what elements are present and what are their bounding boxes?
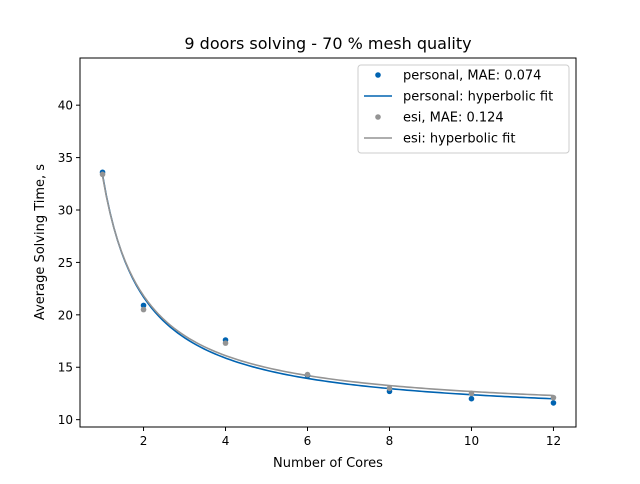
chart-title: 9 doors solving - 70 % mesh quality [184,34,471,53]
legend-label: personal: hyperbolic fit [403,90,553,105]
data-point-series-1 [550,400,557,406]
data-point-series-1 [468,395,475,402]
x-tick-label: 12 [546,434,561,448]
plot-area [99,169,557,406]
y-tick-label: 35 [58,151,73,165]
x-tick-label: 10 [464,434,479,448]
legend-label: esi, MAE: 0.124 [403,111,504,126]
legend: personal, MAE: 0.074 personal: hyperbolic… [357,64,570,154]
data-point-series-2 [304,371,311,378]
y-tick-label: 10 [58,413,73,427]
data-point-series-2 [222,340,229,346]
legend-marker [375,114,381,120]
y-tick-label: 15 [58,361,73,375]
fit-line-2 [101,175,554,397]
axis-ticks: 2 4 6 8 10 12 10 15 20 25 30 35 40 [58,99,561,448]
data-point-series-2 [550,394,557,401]
legend-box [357,64,570,154]
y-tick-label: 30 [58,204,73,218]
x-tick-label: 4 [222,434,230,448]
y-axis-label: Average Solving Time, s [33,164,48,320]
x-axis-label: Number of Cores [273,456,383,471]
axes-frame [79,57,577,428]
x-tick-label: 6 [304,434,312,448]
data-point-series-2 [468,390,475,397]
fit-line-1 [101,174,554,400]
x-tick-label: 8 [386,434,394,448]
data-point-series-2 [140,306,147,313]
y-tick-label: 20 [58,308,73,322]
data-point-series-2 [99,171,106,178]
legend-label: personal, MAE: 0.074 [403,69,541,84]
x-tick-label: 2 [140,434,148,448]
data-point-series-1 [140,302,147,309]
legend-label: esi: hyperbolic fit [403,132,515,147]
data-point-series-2 [386,385,393,392]
y-tick-label: 25 [58,256,73,270]
legend-marker [375,72,381,78]
y-tick-label: 40 [58,99,73,113]
